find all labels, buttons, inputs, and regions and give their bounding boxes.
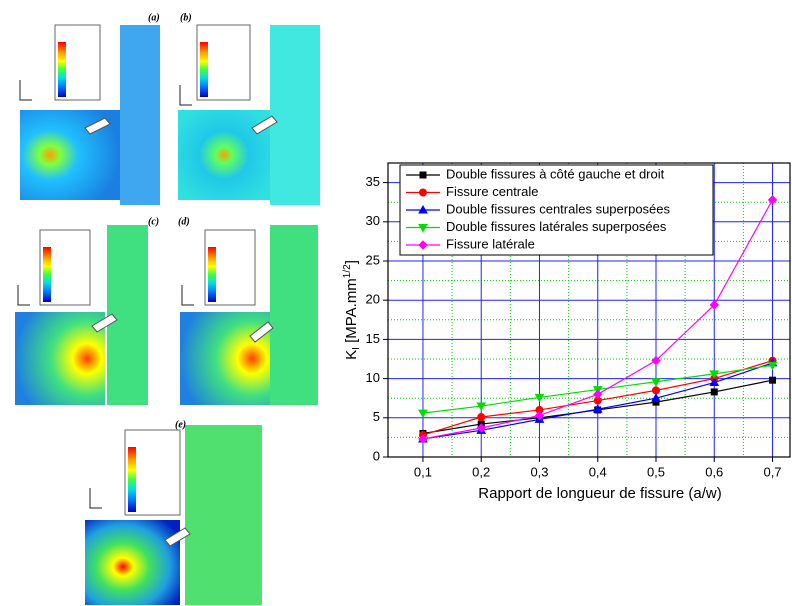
legend-label: Fissure latérale (446, 236, 535, 251)
legend-label: Double fissures centrales superposées (446, 201, 671, 216)
x-tick-label: 0,5 (647, 464, 665, 479)
marker (478, 414, 485, 421)
fem-colorbar (58, 42, 66, 97)
x-tick-label: 0,4 (589, 464, 607, 479)
fem-image (180, 312, 270, 405)
fem-image (85, 520, 180, 605)
x-tick-label: 0,3 (530, 464, 548, 479)
fem-colorbar (208, 247, 216, 302)
panel-label: (b) (180, 12, 192, 23)
panel-label: (a) (148, 12, 160, 23)
marker (419, 410, 427, 417)
fem-colorbar (43, 247, 51, 302)
y-label-unit: [MPA.mm (343, 278, 360, 347)
fem-colorbar (200, 42, 208, 97)
marker (594, 390, 602, 398)
marker (420, 172, 426, 178)
fem-strip (120, 25, 160, 205)
y-tick-label: 0 (373, 448, 380, 463)
y-label-end: ] (343, 260, 360, 264)
y-tick-label: 20 (366, 292, 380, 307)
x-tick-label: 0,6 (705, 464, 723, 479)
marker (711, 389, 717, 395)
axes-triad (180, 85, 192, 105)
y-tick-label: 25 (366, 252, 380, 267)
axes-triad (182, 285, 194, 305)
fem-image (178, 110, 270, 200)
marker (420, 189, 427, 196)
legend-label: Fissure centrale (446, 184, 538, 199)
y-tick-label: 5 (373, 409, 380, 424)
x-tick-label: 0,7 (763, 464, 781, 479)
fem-panels: (a) (b) (c) (d) (e) (15, 12, 320, 605)
x-tick-label: 0,2 (472, 464, 490, 479)
axes-triad (18, 285, 30, 305)
y-tick-label: 30 (366, 213, 380, 228)
fem-colorbar (128, 447, 136, 512)
x-tick-label: 0,1 (414, 464, 432, 479)
y-tick-label: 35 (366, 174, 380, 189)
panel-label: (e) (175, 419, 186, 430)
y-label-sup: 1/2 (342, 264, 353, 278)
figure: (a) (b) (c) (d) (e) Rapport de longueur (0, 0, 792, 606)
marker (653, 387, 660, 394)
legend-label: Double fissures latérales superposées (446, 219, 667, 234)
marker (770, 377, 776, 383)
panel-label: (d) (178, 216, 190, 227)
x-axis-label: Rapport de longueur de fissure (a/w) (478, 485, 721, 502)
fem-strip (270, 25, 320, 205)
y-tick-label: 10 (366, 370, 380, 385)
axes-triad (20, 80, 32, 100)
fem-strip (270, 225, 318, 405)
page: {"panels": [{"label": "(a)"}, {"label": … (0, 0, 792, 606)
fem-strip (185, 425, 262, 605)
y-tick-label: 15 (366, 331, 380, 346)
panel-label: (c) (148, 216, 159, 227)
legend-label: Double fissures à côté gauche et droit (446, 166, 665, 181)
axes-triad (90, 488, 102, 508)
y-axis-label: KI [MPA.mm1/2] (342, 260, 362, 360)
y-label-main: K (343, 350, 360, 360)
